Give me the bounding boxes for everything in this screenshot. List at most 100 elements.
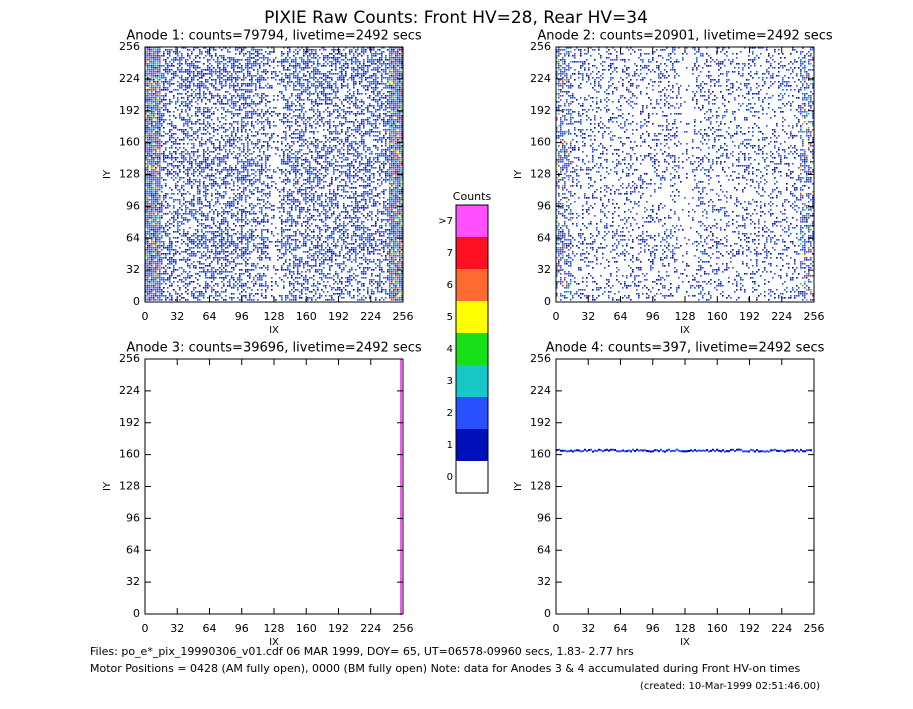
- y-axis-label: IY: [513, 481, 524, 491]
- plot-frame: [144, 358, 404, 615]
- figure-title: PIXIE Raw Counts: Front HV=28, Rear HV=3…: [264, 8, 648, 28]
- y-tick-label: 256: [530, 352, 551, 365]
- colorbar-label: 5: [447, 312, 453, 323]
- y-tick-label: 64: [126, 543, 140, 556]
- x-tick-label: 160: [296, 622, 317, 635]
- y-tick-label: 64: [537, 543, 551, 556]
- heatmap-texture: [556, 47, 814, 301]
- x-tick-label: 0: [142, 622, 149, 635]
- x-tick-label: 160: [707, 622, 728, 635]
- colorbar-label: 4: [447, 344, 453, 355]
- colorbar-cell: [456, 237, 488, 269]
- y-tick-label: 64: [537, 231, 551, 244]
- plot-frame: [555, 358, 815, 615]
- colorbar-label: 3: [447, 376, 453, 387]
- x-tick-label: 192: [739, 310, 760, 323]
- y-tick-label: 256: [530, 40, 551, 53]
- colorbar-cell: [456, 429, 488, 461]
- y-axis-label: IY: [513, 169, 524, 179]
- heatmap-texture: [145, 49, 403, 301]
- x-tick-label: 64: [203, 622, 217, 635]
- colorbar-cell: [456, 461, 488, 493]
- y-tick-label: 32: [126, 575, 140, 588]
- y-tick-label: 0: [544, 295, 551, 308]
- x-tick-label: 256: [393, 622, 414, 635]
- panel-title: Anode 1: counts=79794, livetime=2492 sec…: [126, 29, 422, 44]
- y-tick-label: 224: [530, 72, 551, 85]
- colorbar-label: >7: [438, 216, 453, 227]
- x-tick-label: 128: [264, 310, 285, 323]
- y-tick-label: 160: [530, 136, 551, 149]
- x-tick-label: 0: [142, 310, 149, 323]
- colorbar-cell: [456, 269, 488, 301]
- x-tick-label: 32: [581, 310, 595, 323]
- x-tick-label: 64: [614, 310, 628, 323]
- x-axis-label: IX: [269, 637, 279, 648]
- y-axis-label: IY: [102, 169, 113, 179]
- heatmap-texture: [556, 47, 814, 301]
- colorbar-cell: [456, 365, 488, 397]
- x-tick-label: 64: [614, 622, 628, 635]
- x-tick-label: 224: [360, 310, 381, 323]
- x-tick-label: 0: [553, 310, 560, 323]
- y-tick-label: 128: [530, 168, 551, 181]
- y-tick-label: 128: [119, 480, 140, 493]
- x-axis-label: IX: [269, 325, 279, 336]
- y-tick-label: 192: [119, 104, 140, 117]
- y-tick-label: 96: [126, 199, 140, 212]
- x-tick-label: 96: [646, 622, 660, 635]
- y-tick-label: 160: [119, 136, 140, 149]
- footer-created: (created: 10-Mar-1999 02:51:46.00): [640, 681, 820, 692]
- colorbar-frame: [455, 204, 489, 494]
- colorbar-cell: [456, 397, 488, 429]
- x-tick-label: 32: [581, 622, 595, 635]
- y-tick-label: 192: [119, 416, 140, 429]
- x-tick-label: 96: [646, 310, 660, 323]
- x-tick-label: 32: [170, 622, 184, 635]
- x-tick-label: 0: [553, 622, 560, 635]
- x-tick-label: 192: [328, 310, 349, 323]
- y-tick-label: 32: [537, 575, 551, 588]
- y-tick-label: 256: [119, 40, 140, 53]
- panel-title: Anode 3: counts=39696, livetime=2492 sec…: [126, 341, 422, 356]
- colorbar-label: 2: [447, 408, 453, 419]
- x-tick-label: 128: [675, 310, 696, 323]
- x-tick-label: 224: [771, 622, 792, 635]
- x-tick-label: 224: [771, 310, 792, 323]
- y-tick-label: 96: [126, 511, 140, 524]
- y-tick-label: 128: [119, 168, 140, 181]
- heatmap-texture: [145, 47, 403, 299]
- x-axis-label: IX: [680, 637, 690, 648]
- y-tick-label: 192: [530, 416, 551, 429]
- y-tick-label: 128: [530, 480, 551, 493]
- x-tick-label: 256: [804, 622, 825, 635]
- x-tick-label: 160: [296, 310, 317, 323]
- panel-title: Anode 4: counts=397, livetime=2492 secs: [546, 341, 825, 356]
- y-tick-label: 32: [537, 263, 551, 276]
- colorbar-label: 7: [447, 248, 453, 259]
- y-tick-label: 0: [133, 607, 140, 620]
- heatmap-texture: [558, 448, 810, 453]
- x-tick-label: 96: [235, 622, 249, 635]
- footer-files: Files: po_e*_pix_19990306_v01.cdf 06 MAR…: [90, 645, 634, 658]
- y-tick-label: 96: [537, 511, 551, 524]
- colorbar-title: Counts: [453, 190, 492, 203]
- y-axis-label: IY: [102, 481, 113, 491]
- y-tick-label: 224: [119, 384, 140, 397]
- colorbar-label: 0: [447, 472, 453, 483]
- colorbar-label: 6: [447, 280, 453, 291]
- x-tick-label: 224: [360, 622, 381, 635]
- colorbar-cell: [456, 333, 488, 365]
- x-tick-label: 128: [264, 622, 285, 635]
- heatmap-texture: [145, 47, 403, 301]
- colorbar-label: 1: [447, 440, 453, 451]
- heatmap-texture: [556, 49, 814, 301]
- y-tick-label: 0: [544, 607, 551, 620]
- x-tick-label: 160: [707, 310, 728, 323]
- y-tick-label: 160: [119, 448, 140, 461]
- y-tick-label: 256: [119, 352, 140, 365]
- x-tick-label: 64: [203, 310, 217, 323]
- colorbar-cell: [456, 301, 488, 333]
- y-tick-label: 64: [126, 231, 140, 244]
